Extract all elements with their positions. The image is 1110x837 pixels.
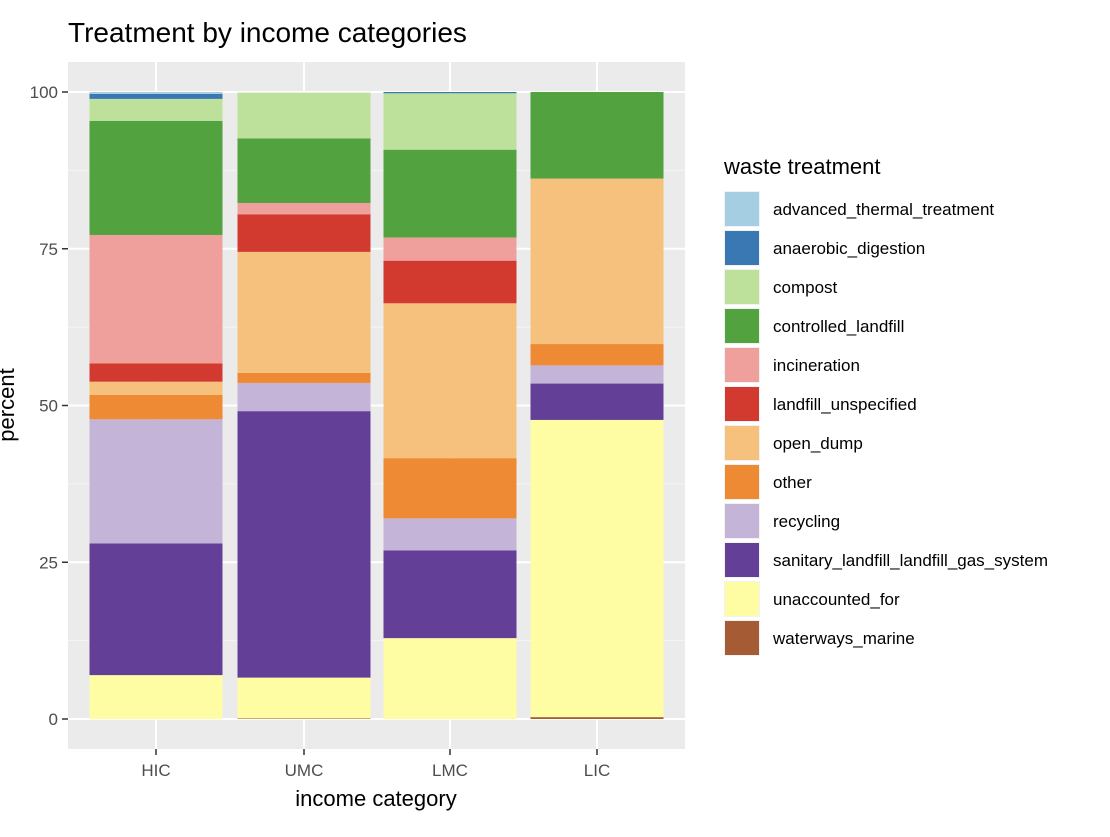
bar-segment-umc-compost <box>238 93 371 139</box>
y-tick-label: 50 <box>39 397 58 416</box>
bar-segment-lic-controlled-landfill <box>531 92 664 179</box>
bar-segment-hic-open-dump <box>90 382 223 395</box>
legend-swatch-compost <box>725 270 759 304</box>
bar-segment-lic-unaccounted-for <box>531 420 664 717</box>
bar-segment-umc-controlled-landfill <box>238 138 371 203</box>
bar-segment-lmc-other <box>384 458 517 518</box>
legend-label: open_dump <box>773 434 863 453</box>
chart-title: Treatment by income categories <box>68 17 467 48</box>
legend-label: unaccounted_for <box>773 590 900 609</box>
bar-segment-hic-recycling <box>90 419 223 543</box>
bar-segment-lmc-compost <box>384 93 517 149</box>
legend-swatch-open-dump <box>725 426 759 460</box>
legend-swatch-other <box>725 465 759 499</box>
bar-segment-hic-unaccounted-for <box>90 675 223 719</box>
bar-segment-lic-waterways-marine <box>531 717 664 719</box>
legend-swatch-waterways-marine <box>725 621 759 655</box>
bar-segment-umc-open-dump <box>238 252 371 373</box>
bar-segment-lic-sanitary-landfill-landfill-gas-system <box>531 384 664 420</box>
legend: waste treatment advanced_thermal_treatme… <box>723 154 1048 656</box>
y-tick-label: 0 <box>49 710 58 729</box>
legend-label: recycling <box>773 512 840 531</box>
bar-segment-lic-recycling <box>531 365 664 383</box>
x-tick-label: UMC <box>285 761 324 780</box>
bar-segment-umc-incineration <box>238 203 371 214</box>
legend-swatch-controlled-landfill <box>725 309 759 343</box>
bar-segment-lic-open-dump <box>531 179 664 345</box>
y-tick-label: 75 <box>39 240 58 259</box>
bar-segment-umc-recycling <box>238 383 371 411</box>
legend-label: landfill_unspecified <box>773 395 917 414</box>
bar-segment-hic-landfill-unspecified <box>90 363 223 381</box>
legend-label: sanitary_landfill_landfill_gas_system <box>773 551 1048 570</box>
bar-segment-umc-waterways-marine <box>238 718 371 719</box>
legend-swatch-sanitary-landfill-landfill-gas-system <box>725 543 759 577</box>
legend-label: anaerobic_digestion <box>773 239 925 258</box>
bar-segment-lic-other <box>531 344 664 365</box>
legend-swatch-landfill-unspecified <box>725 387 759 421</box>
legend-swatch-unaccounted-for <box>725 582 759 616</box>
bar-segment-lmc-open-dump <box>384 303 517 458</box>
legend-swatch-incineration <box>725 348 759 382</box>
legend-label: other <box>773 473 812 492</box>
bar-segment-hic-anaerobic-digestion <box>90 94 223 99</box>
y-tick-label: 25 <box>39 553 58 572</box>
legend-label: compost <box>773 278 838 297</box>
legend-swatch-advanced-thermal-treatment <box>725 192 759 226</box>
x-tick-label: LIC <box>584 761 610 780</box>
bar-segment-umc-other <box>238 373 371 383</box>
legend-label: controlled_landfill <box>773 317 904 336</box>
x-axis-title: income category <box>295 786 456 811</box>
bar-segment-lmc-anaerobic-digestion <box>384 92 517 93</box>
bar-segment-umc-sanitary-landfill-landfill-gas-system <box>238 411 371 677</box>
bar-segment-lmc-controlled-landfill <box>384 150 517 238</box>
bar-segment-hic-other <box>90 395 223 419</box>
legend-swatch-recycling <box>725 504 759 538</box>
bar-segment-hic-compost <box>90 99 223 121</box>
bar-segment-hic-incineration <box>90 235 223 364</box>
bar-segment-hic-advanced-thermal-treatment <box>90 92 223 94</box>
legend-label: advanced_thermal_treatment <box>773 200 994 219</box>
legend-label: waterways_marine <box>772 629 915 648</box>
legend-title: waste treatment <box>723 154 881 179</box>
bar-segment-lmc-sanitary-landfill-landfill-gas-system <box>384 550 517 638</box>
bar-segment-lmc-incineration <box>384 237 517 260</box>
bar-segment-lmc-recycling <box>384 518 517 550</box>
y-tick-label: 100 <box>30 83 58 102</box>
bar-segment-umc-landfill-unspecified <box>238 214 371 252</box>
bar-segment-lmc-unaccounted-for <box>384 638 517 719</box>
y-axis-title: percent <box>0 368 19 441</box>
x-tick-label: LMC <box>432 761 468 780</box>
bar-segment-lmc-landfill-unspecified <box>384 261 517 304</box>
bar-segment-hic-controlled-landfill <box>90 121 223 235</box>
legend-swatch-anaerobic-digestion <box>725 231 759 265</box>
bar-segment-umc-unaccounted-for <box>238 678 371 719</box>
x-tick-label: HIC <box>141 761 170 780</box>
legend-label: incineration <box>773 356 860 375</box>
bar-segment-hic-sanitary-landfill-landfill-gas-system <box>90 543 223 675</box>
